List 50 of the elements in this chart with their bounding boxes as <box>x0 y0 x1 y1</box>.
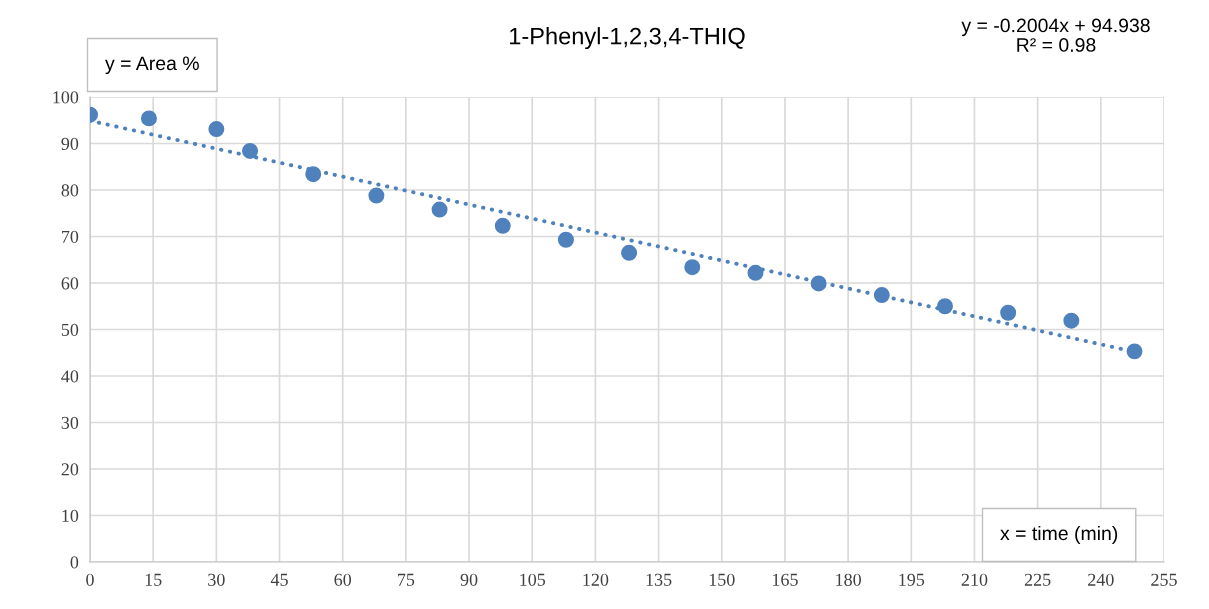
x-tick-label: 180 <box>836 573 861 586</box>
point <box>1126 343 1143 360</box>
point <box>621 244 638 261</box>
x-tick-label: 195 <box>899 573 925 586</box>
point <box>431 201 448 218</box>
point <box>208 121 225 138</box>
point <box>873 287 890 304</box>
y-tick-label: 50 <box>61 323 79 336</box>
text: y = -0.2004x + 94.938 R² = 0.98 <box>961 18 1150 52</box>
x-tick-label: 240 <box>1088 573 1114 586</box>
x-tick-label: 45 <box>270 573 288 586</box>
x-tick-label: 210 <box>961 573 988 586</box>
y-tick-label: 20 <box>61 463 79 476</box>
point <box>747 264 764 281</box>
y-tick-label: 100 <box>53 91 79 104</box>
y-tick-label: 60 <box>61 277 79 290</box>
x-tick-label: 135 <box>646 573 672 586</box>
y-tick-label: 10 <box>62 509 79 522</box>
point <box>305 166 322 183</box>
x-tick-label: 255 <box>1151 573 1177 586</box>
point <box>368 187 385 204</box>
x-tick-label: 105 <box>520 573 546 586</box>
x-tick-label: 225 <box>1024 573 1051 586</box>
annotation: x = time (min) <box>1000 525 1118 545</box>
y-tick-label: 30 <box>61 416 79 429</box>
y-tick-label: 0 <box>70 556 79 569</box>
text: y = Area % <box>105 56 199 75</box>
point <box>810 275 827 292</box>
y-tick-label: 90 <box>61 137 79 150</box>
x-tick-label: 90 <box>460 573 478 586</box>
chart-title: 1-Phenyl-1,2,3,4-THIQ <box>510 27 745 50</box>
point <box>1063 312 1080 329</box>
point <box>557 231 574 248</box>
point <box>140 110 157 127</box>
y-tick-label: 70 <box>62 230 79 243</box>
y-tick-label: 80 <box>61 184 79 197</box>
x-tick-label: 60 <box>334 573 352 586</box>
x-tick-label: 165 <box>772 573 798 586</box>
point <box>937 298 953 315</box>
x-tick-label: 0 <box>86 573 94 586</box>
x-tick-label: 150 <box>709 573 735 586</box>
x-tick-label: 15 <box>145 573 162 586</box>
point <box>684 259 701 276</box>
x-tick-label: 75 <box>398 573 415 586</box>
x-tick-label: 120 <box>583 573 609 586</box>
y-tick-label: 40 <box>61 370 79 383</box>
x-tick-label: 30 <box>208 573 225 586</box>
point <box>1000 304 1017 321</box>
point <box>494 217 511 234</box>
point <box>242 142 259 159</box>
